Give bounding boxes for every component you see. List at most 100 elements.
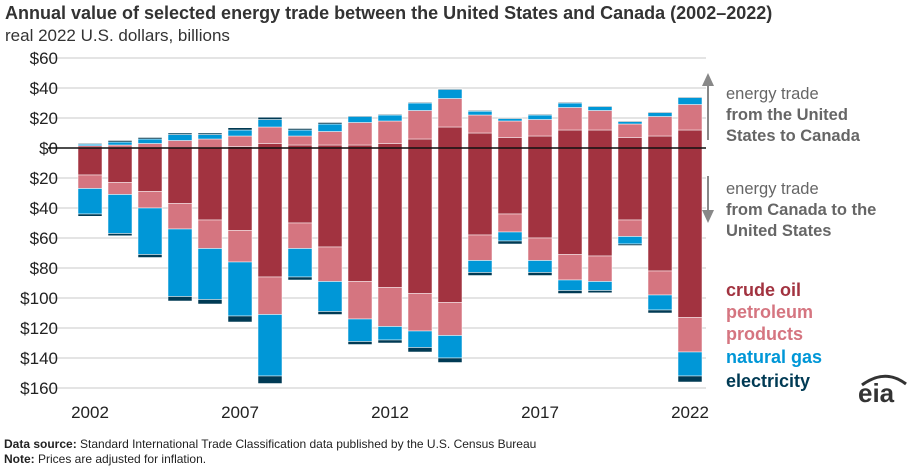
bar-export-electricity xyxy=(377,114,403,116)
bar-export-petroleum-products xyxy=(377,120,403,144)
note-text: Prices are adjusted for inflation. xyxy=(34,452,207,466)
bar-import-natural-gas xyxy=(557,279,583,291)
bar-import-natural-gas xyxy=(647,294,673,311)
y-tick-label: $40 xyxy=(30,79,58,98)
bar-import-natural-gas xyxy=(227,261,253,317)
legend-petroleum-products-2: products xyxy=(726,324,804,344)
bar-import-electricity xyxy=(437,357,463,363)
bar-export-natural-gas xyxy=(557,102,583,108)
bar-export-electricity xyxy=(437,88,463,90)
legend-petroleum-products: petroleum xyxy=(726,302,814,322)
bar-export-petroleum-products xyxy=(617,123,643,138)
bar-import-petroleum-products xyxy=(287,222,313,249)
bar-import-natural-gas xyxy=(137,207,163,255)
bar-import-crude-oil xyxy=(617,147,643,221)
bar-import-crude-oil xyxy=(437,147,463,303)
bar-export-natural-gas xyxy=(107,141,133,146)
bar-export-crude-oil xyxy=(497,137,523,149)
bar-export-petroleum-products xyxy=(647,116,673,137)
bar-export-natural-gas xyxy=(467,111,493,116)
bar-import-crude-oil xyxy=(77,147,103,176)
bar-export-natural-gas xyxy=(647,112,673,117)
bar-import-crude-oil xyxy=(677,147,703,318)
bar-import-electricity xyxy=(587,290,613,293)
bar-export-electricity xyxy=(497,117,523,119)
bar-import-natural-gas xyxy=(317,281,343,312)
bar-import-petroleum-products xyxy=(257,276,283,315)
bar-export-crude-oil xyxy=(557,129,583,149)
bar-export-crude-oil xyxy=(407,138,433,149)
bar-import-crude-oil xyxy=(497,147,523,215)
annotation-text: energy trade xyxy=(726,85,819,103)
x-tick-label: 2002 xyxy=(71,403,109,422)
bar-export-natural-gas xyxy=(257,119,283,128)
bar-export-electricity xyxy=(467,110,493,112)
source-label: Data source: xyxy=(4,437,77,451)
bar-export-petroleum-products xyxy=(437,98,463,128)
bar-import-electricity xyxy=(407,347,433,353)
bar-export-electricity xyxy=(137,137,163,140)
bar-export-electricity xyxy=(317,122,343,125)
bar-import-crude-oil xyxy=(527,147,553,239)
bar-import-crude-oil xyxy=(137,147,163,192)
bar-export-natural-gas xyxy=(227,129,253,137)
bar-export-natural-gas xyxy=(287,129,313,137)
bar-import-crude-oil xyxy=(467,147,493,236)
bar-import-petroleum-products xyxy=(557,254,583,281)
annotation-text: United States xyxy=(726,222,832,240)
bar-export-petroleum-products xyxy=(407,110,433,140)
bar-import-natural-gas xyxy=(107,194,133,234)
bar-export-petroleum-products xyxy=(527,119,553,137)
bar-import-electricity xyxy=(347,341,373,345)
bar-export-electricity xyxy=(167,132,193,135)
bar-import-crude-oil xyxy=(197,147,223,221)
bar-import-crude-oil xyxy=(257,147,283,278)
bar-import-petroleum-products xyxy=(317,246,343,282)
bar-import-natural-gas xyxy=(167,228,193,297)
bar-import-electricity xyxy=(497,240,523,245)
export-annotation: energy trade from the United States to C… xyxy=(726,84,860,147)
bar-import-petroleum-products xyxy=(167,203,193,230)
bar-export-natural-gas xyxy=(617,121,643,125)
bar-import-electricity xyxy=(647,309,673,314)
bar-export-electricity xyxy=(287,128,313,131)
data-source-note: Data source: Standard International Trad… xyxy=(4,437,536,451)
y-tick-label: $140 xyxy=(20,349,58,368)
bar-import-petroleum-products xyxy=(407,293,433,332)
bar-import-crude-oil xyxy=(107,147,133,183)
bar-import-electricity xyxy=(197,299,223,305)
bar-export-electricity xyxy=(347,115,373,117)
bar-export-electricity xyxy=(557,102,583,104)
bar-import-natural-gas xyxy=(377,326,403,341)
bar-import-electricity xyxy=(467,272,493,276)
bar-export-crude-oil xyxy=(677,129,703,149)
bar-import-petroleum-products xyxy=(437,302,463,336)
bar-import-petroleum-products xyxy=(137,191,163,209)
bar-export-natural-gas xyxy=(437,89,463,99)
bar-export-electricity xyxy=(77,143,103,145)
x-tick-label: 2012 xyxy=(371,403,409,422)
bar-import-electricity xyxy=(287,276,313,281)
bar-import-natural-gas xyxy=(347,318,373,342)
bar-export-natural-gas xyxy=(377,114,403,122)
bar-import-petroleum-products xyxy=(107,182,133,195)
bar-import-electricity xyxy=(557,290,583,294)
bar-import-natural-gas xyxy=(497,231,523,242)
bar-import-crude-oil xyxy=(287,147,313,224)
bar-export-natural-gas xyxy=(197,134,223,140)
y-tick-label: $60 xyxy=(30,229,58,248)
bar-export-natural-gas xyxy=(677,97,703,105)
x-tick-label: 2007 xyxy=(221,403,259,422)
bar-import-crude-oil xyxy=(227,147,253,231)
bar-import-electricity xyxy=(107,233,133,236)
bar-import-crude-oil xyxy=(347,147,373,282)
y-tick-label: $20 xyxy=(30,169,58,188)
bar-export-electricity xyxy=(527,114,553,116)
note-label: Note: xyxy=(4,452,35,466)
eia-logo: eia xyxy=(858,378,895,408)
eia-logo-swoosh-icon xyxy=(861,374,907,387)
bar-export-petroleum-products xyxy=(587,110,613,131)
bar-export-crude-oil xyxy=(437,126,463,149)
